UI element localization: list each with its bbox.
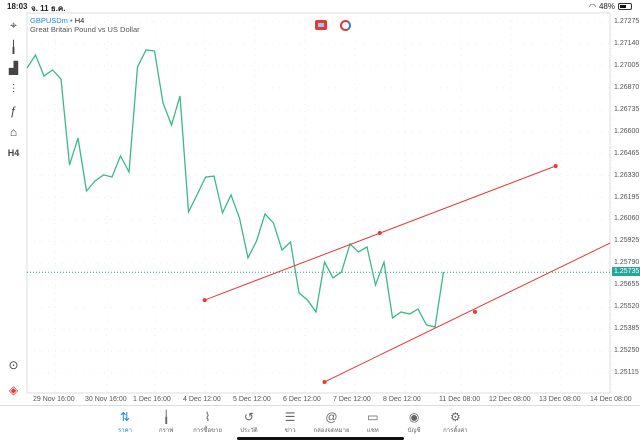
time-tick: 12 Dec 08:00: [489, 396, 531, 403]
mailbox-icon: @: [325, 410, 338, 424]
price-tick: 1.25385: [614, 325, 640, 333]
current-price-label: 1.25735: [612, 267, 640, 277]
chat-icon: ▭: [367, 410, 379, 424]
price-chart[interactable]: GBPUSDm • H4 Great Britain Pound vs US D…: [0, 0, 640, 405]
time-tick: 8 Dec 12:00: [383, 396, 421, 403]
price-tick: 1.25115: [614, 369, 639, 377]
clock: 18:03: [7, 2, 28, 11]
price-tick: 1.26870: [614, 83, 640, 91]
price-tick: 1.26195: [614, 193, 640, 201]
wifi-icon: ◠: [589, 2, 596, 11]
time-tick: 6 Dec 12:00: [283, 396, 321, 403]
function-icon[interactable]: ƒ: [10, 104, 17, 118]
bottom-nav: ⇅ ราคา ╽ กราฟ ⌇ การซื้อขาย ↺ ประวัติ ☰ ข่าว @ กล่อง…: [0, 405, 640, 447]
price-tick: 1.26465: [614, 149, 640, 157]
nav-label: ข่าว: [284, 428, 296, 434]
nav-settings[interactable]: ⚙ การตั้งค่า: [425, 409, 485, 435]
trendline[interactable]: [324, 242, 611, 383]
quotes-icon: ⇅: [119, 410, 131, 424]
settings-icon: ⚙: [450, 410, 461, 424]
timeframe: H4: [74, 16, 85, 25]
symbol-description: Great Britain Pound vs US Dollar: [30, 25, 140, 34]
nav-label: บัญชี: [407, 428, 421, 434]
trendline-anchor[interactable]: [377, 230, 382, 235]
account-icon: ◉: [408, 410, 420, 424]
price-tick: 1.26600: [614, 127, 640, 135]
time-tick: 1 Dec 16:00: [133, 396, 171, 403]
nav-label: แชท: [366, 428, 379, 434]
separator: •: [70, 16, 73, 25]
price-tick: 1.27005: [614, 61, 640, 69]
chart-toolbar: ⌖ ╽ ▟ ⫶ ƒ ⌂ H4 ⊙ ◈: [0, 13, 27, 403]
zoom-chart-icon[interactable]: ⊙: [8, 358, 19, 372]
nav-label: ประวัติ: [240, 428, 258, 434]
home-indicator[interactable]: [237, 437, 404, 440]
nav-label: ราคา: [118, 428, 132, 434]
price-tick: 1.25520: [614, 303, 640, 311]
nav-account[interactable]: ◉ บัญชี: [384, 409, 444, 435]
trendline-anchor[interactable]: [202, 298, 207, 303]
timeframe-icon[interactable]: H4: [7, 148, 20, 158]
chart-canvas[interactable]: [0, 0, 640, 405]
nav-chat[interactable]: ▭ แชท: [343, 409, 403, 435]
price-tick: 1.26060: [614, 215, 640, 223]
symbol-header: GBPUSDm • H4: [30, 16, 84, 25]
candlestick-icon[interactable]: ╽: [9, 40, 18, 54]
price-tick: 1.27140: [614, 39, 640, 47]
time-tick: 11 Dec 08:00: [439, 396, 481, 403]
nav-quotes[interactable]: ⇅ ราคา: [95, 409, 155, 435]
price-tick: 1.25790: [614, 259, 640, 267]
nav-trade[interactable]: ⌇ การซื้อขาย: [178, 409, 238, 435]
crosshair-icon[interactable]: ⌖: [10, 18, 17, 32]
nav-label: กราฟ: [159, 428, 174, 434]
time-tick: 29 Nov 16:00: [33, 396, 75, 403]
battery-percent: 48%: [598, 2, 615, 11]
time-tick: 14 Dec 08:00: [590, 396, 632, 403]
price-series-line: [26, 49, 445, 328]
trendline-anchor[interactable]: [553, 163, 558, 168]
trendline-anchor[interactable]: [322, 379, 327, 384]
time-tick: 7 Dec 12:00: [333, 396, 371, 403]
status-bar: 18:03 จ. 11 ธ.ค. ◠ 48%: [0, 0, 640, 13]
time-tick: 5 Dec 12:00: [233, 396, 271, 403]
history-icon: ↺: [243, 410, 254, 424]
price-tick: 1.26330: [614, 171, 640, 179]
indicators-icon[interactable]: ▟: [8, 61, 19, 75]
nav-label: กล่องจดหมาย: [313, 428, 350, 434]
trade-icon: ⌇: [204, 410, 211, 424]
nav-mailbox[interactable]: @ กล่องจดหมาย: [302, 409, 362, 435]
price-tick: 1.26735: [614, 105, 640, 113]
nav-news[interactable]: ☰ ข่าว: [260, 409, 320, 435]
nav-label: การตั้งค่า: [443, 428, 468, 434]
price-tick: 1.25250: [614, 347, 640, 355]
plot-border: [26, 12, 611, 394]
nav-label: การซื้อขาย: [193, 428, 223, 434]
signal-icon[interactable]: [340, 20, 351, 31]
chart-icon: ╽: [162, 410, 170, 424]
news-icon: ☰: [284, 410, 296, 424]
trendline-anchor[interactable]: [472, 309, 477, 314]
one-click-trading-icon[interactable]: [315, 20, 327, 30]
nav-chart[interactable]: ╽ กราฟ: [136, 409, 196, 435]
battery-icon: [618, 3, 632, 10]
time-tick: 4 Dec 12:00: [183, 396, 221, 403]
objects-icon[interactable]: ⌂: [9, 125, 18, 139]
price-tick: 1.27275: [614, 18, 640, 25]
nav-history[interactable]: ↺ ประวัติ: [219, 409, 279, 435]
symbol[interactable]: GBPUSDm: [30, 16, 68, 25]
date: จ. 11 ธ.ค.: [31, 4, 66, 13]
time-tick: 30 Nov 16:00: [85, 396, 127, 403]
price-tick: 1.25925: [614, 237, 640, 245]
time-tick: 13 Dec 08:00: [539, 396, 581, 403]
price-tick: 1.25655: [614, 281, 640, 289]
trade-app-icon[interactable]: ◈: [8, 383, 19, 397]
settings-sliders-icon[interactable]: ⫶: [11, 82, 15, 96]
